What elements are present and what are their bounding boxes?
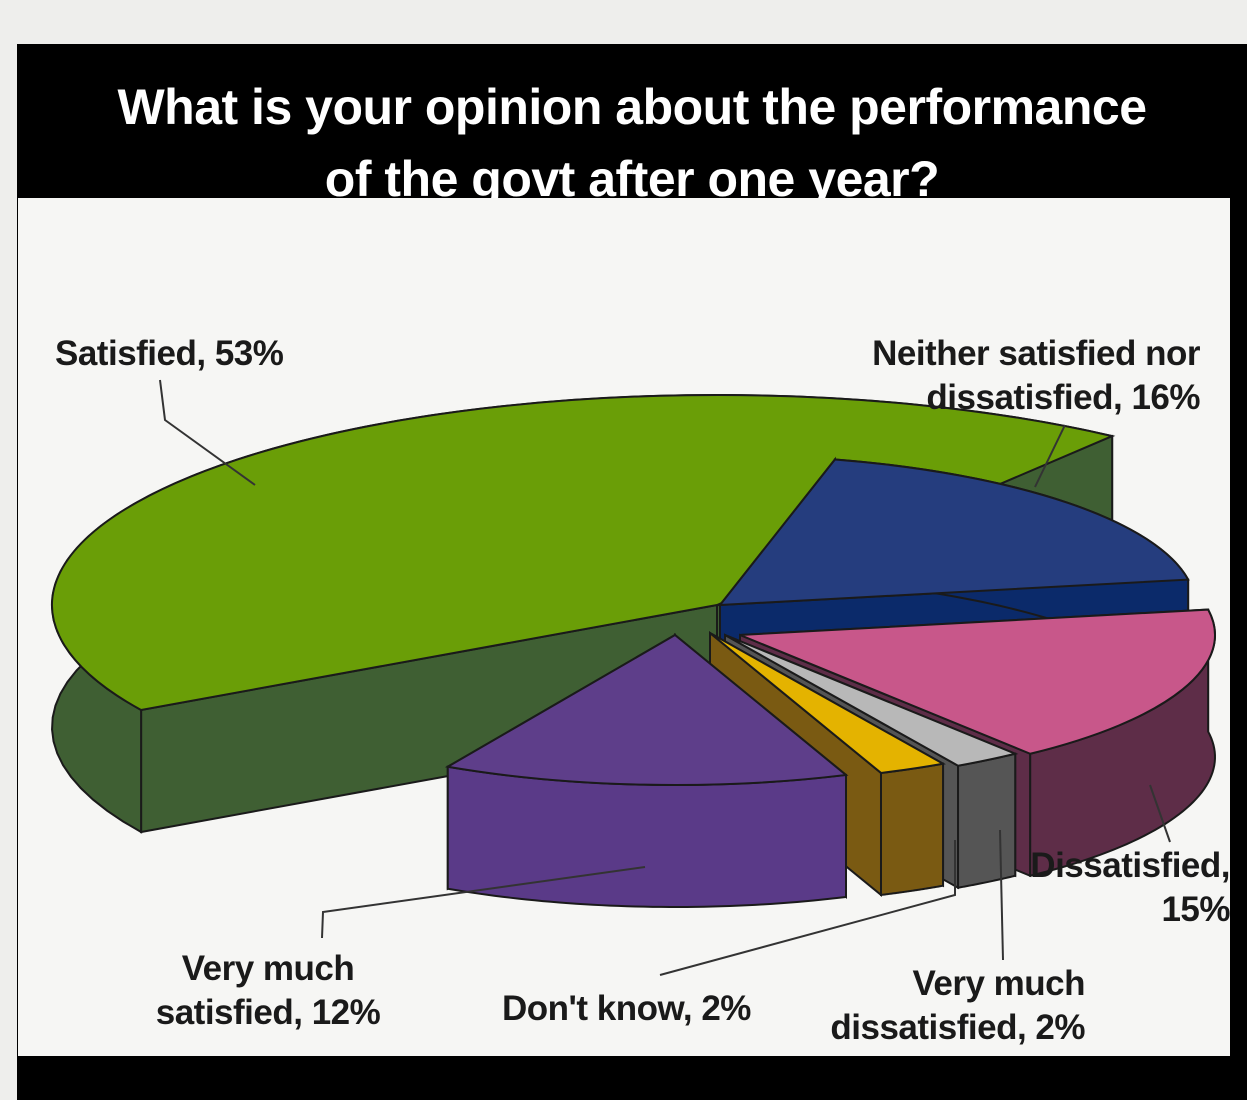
slice-top (444, 633, 849, 786)
slice-label: Don't know, 2% (502, 989, 751, 1028)
chart-title-line-1: What is your opinion about the performan… (117, 79, 1147, 135)
slice-rim (879, 762, 945, 897)
slice-label-line: 15% (1161, 890, 1230, 929)
slice-label-line: satisfied, 12% (156, 993, 381, 1032)
slice-label: Satisfied, 53% (55, 334, 284, 373)
slice-label-line: Satisfied, 53% (55, 334, 284, 373)
slice-label-line: Neither satisfied nor (872, 334, 1201, 373)
slice-rim (957, 752, 1017, 889)
leader-line (999, 829, 1004, 961)
leader-line (159, 379, 256, 486)
slice-top (717, 458, 1190, 607)
slice-label-line: Don't know, 2% (502, 989, 751, 1028)
leader-line (1034, 424, 1066, 488)
pie-slice-very-much-satisfied (444, 632, 849, 908)
slice-label-line: Dissatisfied, (1030, 846, 1230, 885)
slice-label-line: dissatisfied, 2% (830, 1008, 1085, 1047)
chart-title-line-2: of the govt after one year? (324, 151, 940, 207)
slice-label-line: Very much (912, 964, 1085, 1003)
slice-label: Neither satisfied nor dissatisfied, 16% (872, 334, 1201, 417)
slice-label: Dissatisfied, 15% (1030, 846, 1230, 929)
leader-line (1149, 784, 1171, 843)
slice-label: Very much dissatisfied, 2% (830, 964, 1085, 1047)
slice-label-line: Very much (182, 949, 355, 988)
slice-label-line: dissatisfied, 16% (926, 378, 1200, 417)
slice-top (724, 634, 1019, 767)
slice-top (739, 608, 1216, 755)
slice-label: Very much satisfied, 12% (156, 949, 381, 1032)
slice-top (709, 632, 946, 774)
leader-line (321, 866, 646, 939)
leader-line (659, 840, 956, 976)
